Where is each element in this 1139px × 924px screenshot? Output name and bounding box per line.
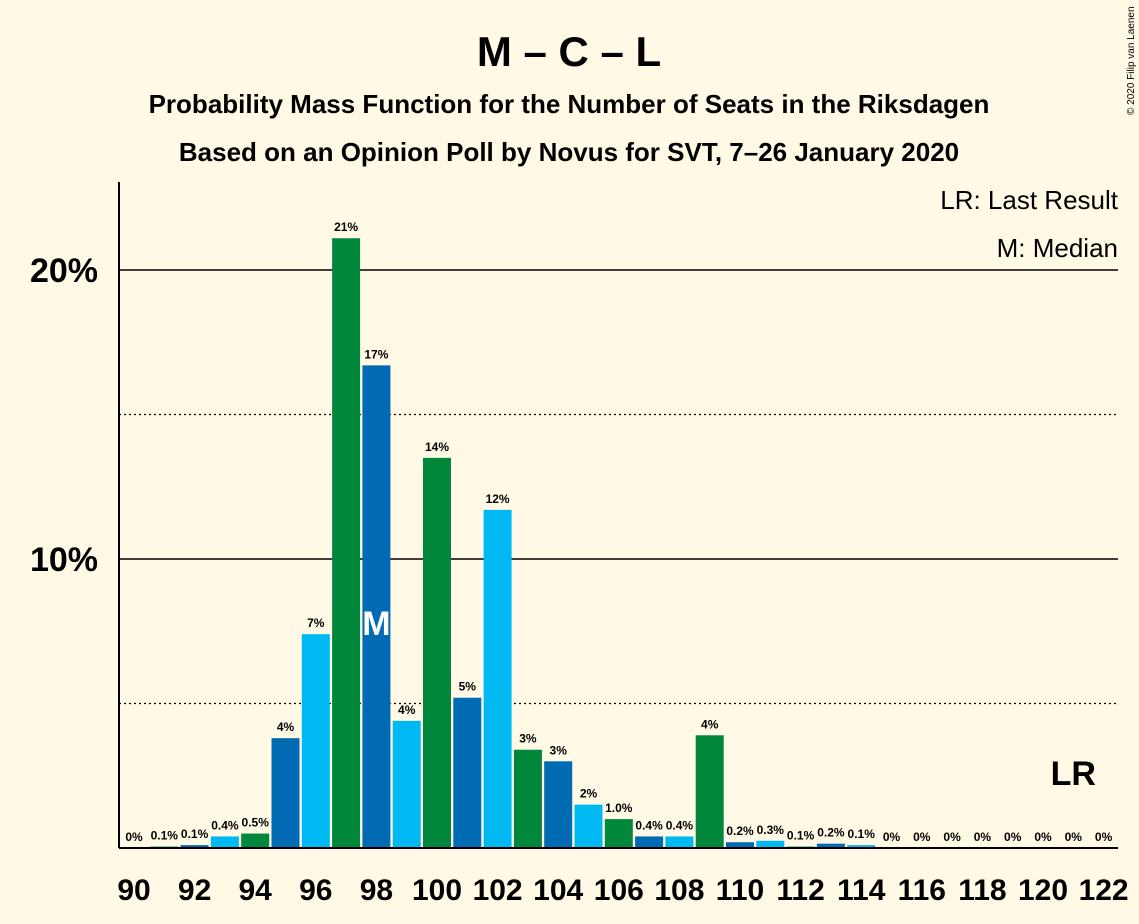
data-label-seat-94: 0.5% [242,816,270,830]
bar-seat-100 [423,457,451,848]
data-label-seat-114: 0.1% [848,827,876,841]
y-tick-label: 10% [30,541,98,579]
markers-group: M LR [362,605,1096,793]
bar-seat-113 [816,843,845,848]
x-tick-label: 106 [594,874,644,907]
data-label-seat-118: 0% [974,830,992,844]
bar-seat-108 [665,836,694,848]
x-tick-label: 114 [837,874,886,907]
data-labels-group: 0% 0.1% 0.1%0.4% 0.5%4%7%21%17%4%14%5%12%3%… [125,220,1112,844]
bars-group [150,238,876,848]
median-marker: M [362,605,390,643]
y-tick-label: 20% [30,252,98,290]
x-tick-label: 110 [716,874,764,907]
x-tick-label: 98 [360,874,393,907]
bar-seat-93 [210,836,239,848]
x-tick-label: 120 [1018,874,1068,907]
bar-seat-104 [544,761,573,848]
legend-last-result: LR: Last Result [940,185,1119,215]
x-tick-label: 112 [776,874,824,907]
x-axis-ticks: 90 92 94 96 98 100 102 104 106 108 110 112 114 116 118… [117,874,1128,907]
bar-seat-111 [756,840,785,848]
bar-seat-105 [574,804,603,848]
x-tick-label: 122 [1079,874,1129,907]
legend-median: M: Median [997,233,1118,263]
bar-seat-109 [695,735,724,848]
bar-seat-114 [847,845,876,848]
data-label-seat-102: 12% [486,492,510,506]
bar-seat-95 [271,738,300,848]
x-tick-label: 90 [117,874,150,907]
data-label-seat-120: 0% [1034,830,1052,844]
y-axis-ticks: 10% 20% [30,252,98,579]
x-tick-label: 94 [239,874,273,907]
data-label-seat-101: 5% [459,680,477,694]
data-label-seat-116: 0% [913,830,931,844]
x-tick-label: 96 [299,874,332,907]
data-label-seat-104: 3% [550,743,568,757]
bar-seat-97 [332,238,361,848]
bar-seat-110 [726,842,754,848]
data-label-seat-115: 0% [883,830,901,844]
x-tick-label: 104 [533,874,583,907]
x-tick-label: 116 [898,874,946,907]
data-label-seat-122: 0% [1095,830,1113,844]
last-result-marker: LR [1051,755,1096,793]
bar-seat-107 [635,836,664,848]
x-tick-label: 118 [958,874,1006,907]
chart-title: M – C – L [477,28,661,75]
data-label-seat-96: 7% [307,616,325,630]
x-tick-label: 108 [654,874,704,907]
x-tick-label: 92 [178,874,211,907]
data-label-seat-103: 3% [519,732,537,746]
data-label-seat-105: 2% [580,787,598,801]
bar-seat-92 [180,845,209,848]
bar-seat-99 [392,720,421,848]
x-tick-label: 102 [473,874,523,907]
bar-seat-94 [241,833,270,848]
bar-seat-106 [604,819,633,848]
copyright-note: © 2020 Filip van Laenen [1126,6,1137,115]
x-tick-label: 100 [412,874,462,907]
gridlines [119,269,1118,705]
data-label-seat-92: 0.1% [181,827,209,841]
data-label-seat-108: 0.4% [666,818,694,832]
bar-seat-96 [301,634,330,848]
data-label-seat-112: 0.1% [787,829,815,843]
data-label-seat-109: 4% [701,717,719,731]
data-label-seat-99: 4% [398,703,416,717]
data-label-seat-110: 0.2% [726,824,754,838]
data-label-seat-117: 0% [943,830,961,844]
bar-seat-102 [483,509,512,848]
data-label-seat-113: 0.2% [817,826,845,840]
chart-subtitle-1: Probability Mass Function for the Number… [149,89,990,119]
chart-subtitle-2: Based on an Opinion Poll by Novus for SV… [179,137,959,167]
data-label-seat-97: 21% [334,220,358,234]
data-label-seat-106: 1.0% [605,801,633,815]
bar-seat-101 [453,697,482,848]
bar-seat-98 [362,365,391,848]
data-label-seat-95: 4% [277,720,295,734]
data-label-seat-91: 0.1% [151,829,179,843]
data-label-seat-98: 17% [364,347,388,361]
data-label-seat-119: 0% [1004,830,1022,844]
data-label-seat-100: 14% [425,440,449,454]
bar-seat-103 [513,749,542,848]
data-label-seat-111: 0.3% [757,823,785,837]
data-label-seat-93: 0.4% [211,818,239,832]
data-label-seat-90: 0% [125,830,143,844]
data-label-seat-107: 0.4% [635,818,663,832]
data-label-seat-121: 0% [1065,830,1083,844]
